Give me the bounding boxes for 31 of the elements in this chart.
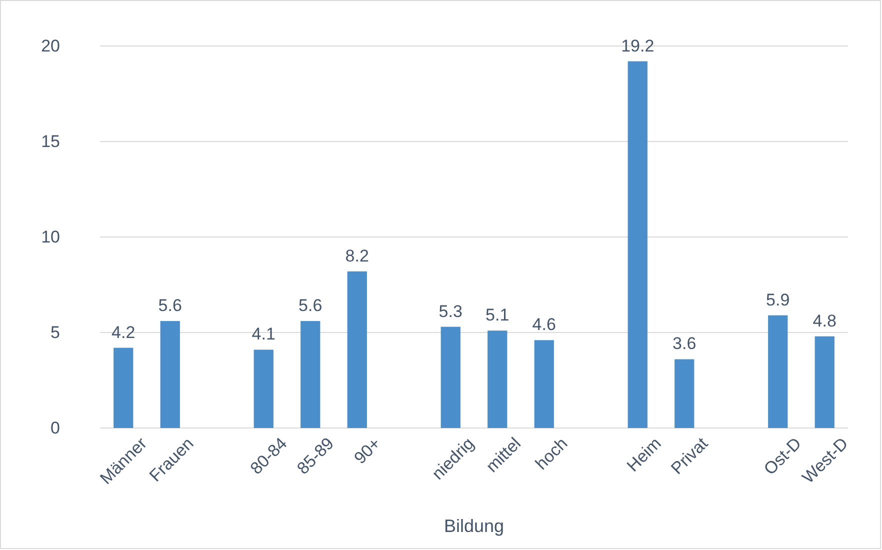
data-label: 19.2 [621, 36, 654, 56]
data-label: 4.1 [252, 324, 276, 344]
bar [114, 348, 134, 428]
bar [768, 315, 788, 428]
data-label: 5.9 [766, 290, 790, 310]
bar [628, 61, 648, 428]
data-label: 8.2 [345, 246, 369, 266]
data-label: 5.6 [158, 296, 182, 316]
bar [440, 326, 460, 428]
x-axis-title: Bildung [444, 516, 504, 536]
bar [534, 340, 554, 428]
data-label: 5.1 [486, 306, 510, 325]
bar [347, 271, 367, 428]
y-tick-label: 20 [41, 36, 60, 56]
y-tick-label: 5 [50, 322, 60, 342]
y-tick-label: 0 [50, 418, 60, 438]
data-label: 5.6 [298, 296, 322, 316]
bar [300, 321, 320, 428]
data-label: 4.2 [112, 322, 136, 342]
data-label: 5.3 [438, 302, 462, 321]
bar [674, 359, 694, 428]
data-label: 3.6 [672, 334, 696, 354]
y-tick-label: 10 [41, 227, 60, 246]
bar [488, 330, 508, 428]
y-tick-label: 15 [41, 132, 60, 151]
data-label: 4.6 [532, 315, 556, 334]
bar [160, 321, 180, 428]
bar [814, 336, 834, 428]
data-label: 4.8 [812, 311, 836, 330]
x-tick-label: 90+ [350, 434, 384, 468]
bar [254, 350, 274, 428]
